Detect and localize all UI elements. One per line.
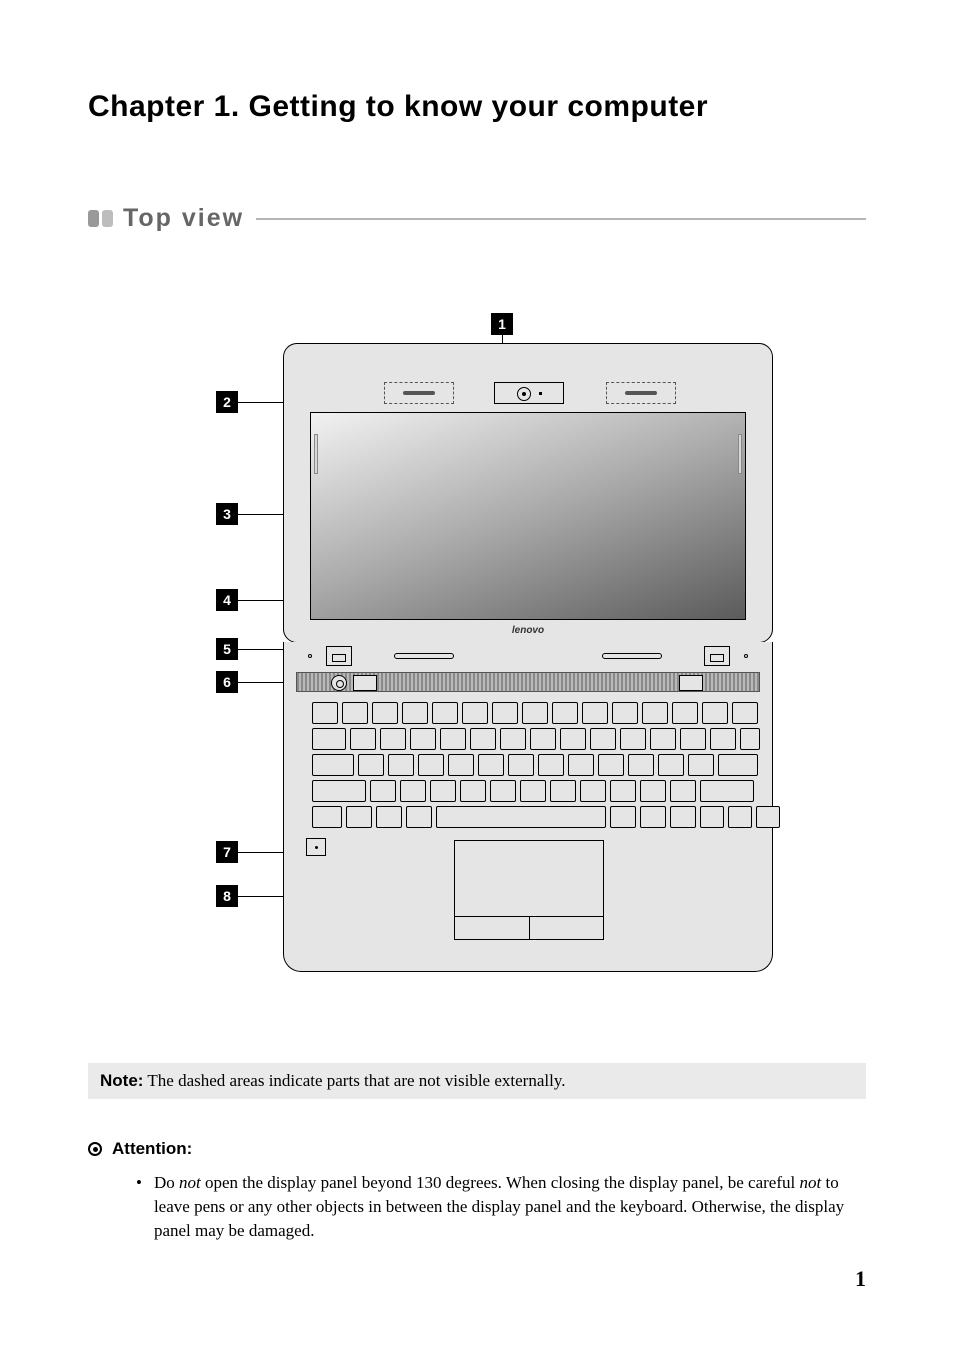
wlan-antenna-right (606, 382, 676, 404)
callout-number: 3 (216, 503, 238, 525)
brand-logo: lenovo (284, 625, 772, 636)
attention-icon (88, 1142, 102, 1156)
side-antenna-right (738, 434, 742, 474)
section-title: Top view (123, 204, 244, 233)
novo-button (306, 838, 326, 856)
callout-2: 2 (216, 391, 288, 413)
top-view-diagram: 1 2 3 4 5 6 7 8 (88, 313, 866, 993)
attention-label: Attention: (112, 1139, 192, 1159)
keyboard (312, 702, 744, 822)
indicator-left (353, 675, 377, 691)
note-label: Note: (100, 1071, 143, 1090)
laptop-lid: lenovo (283, 343, 773, 643)
touchpad (454, 840, 604, 940)
indicator-right (679, 675, 703, 691)
side-antenna-left (314, 434, 318, 474)
page-number: 1 (855, 1266, 866, 1292)
section-bullet-icon (88, 210, 113, 227)
laptop-base (283, 642, 773, 972)
callout-number: 6 (216, 671, 238, 693)
callout-number: 4 (216, 589, 238, 611)
callout-number: 8 (216, 885, 238, 907)
attention-header: Attention: (88, 1139, 866, 1159)
wlan-antenna-left (384, 382, 454, 404)
chapter-title: Chapter 1. Getting to know your computer (88, 90, 866, 124)
section-header: Top view (88, 204, 866, 233)
callout-number: 7 (216, 841, 238, 863)
power-button-icon (331, 675, 347, 691)
callout-number: 1 (491, 313, 513, 335)
section-rule (256, 218, 866, 220)
bullet-icon: • (136, 1171, 142, 1242)
camera-assembly (494, 382, 564, 404)
speaker-strip (296, 672, 760, 692)
note-text: The dashed areas indicate parts that are… (147, 1071, 565, 1090)
hinge-row (284, 642, 772, 670)
note-box: Note: The dashed areas indicate parts th… (88, 1063, 866, 1099)
laptop-illustration: lenovo (283, 343, 773, 972)
display-screen (310, 412, 746, 620)
callout-number: 5 (216, 638, 238, 660)
attention-text: Do not open the display panel beyond 130… (154, 1171, 866, 1242)
attention-bullet: • Do not open the display panel beyond 1… (136, 1171, 866, 1242)
callout-number: 2 (216, 391, 238, 413)
